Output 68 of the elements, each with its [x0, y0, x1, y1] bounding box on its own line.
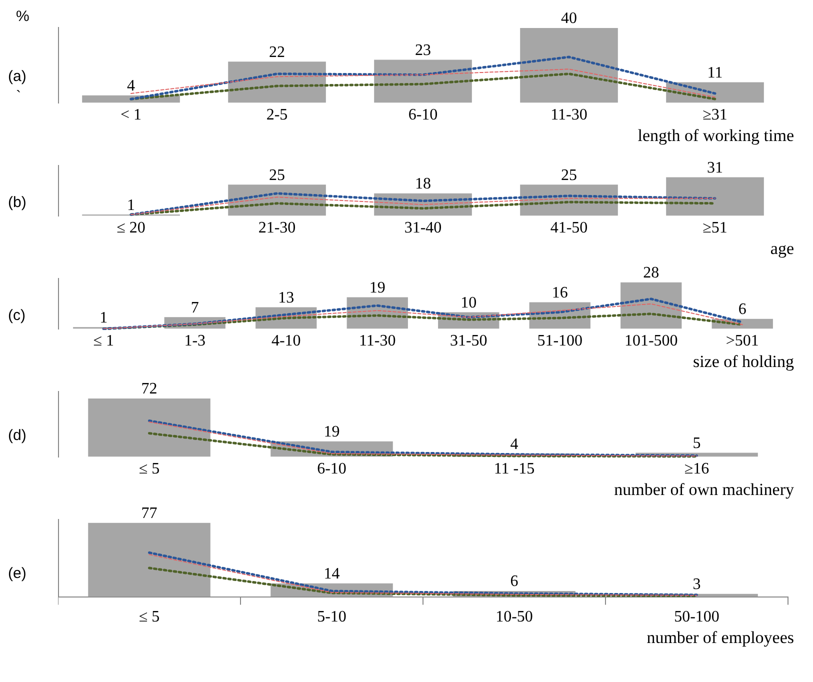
- data-label: 13: [278, 289, 294, 306]
- y-axis-title: (e): [8, 565, 26, 582]
- data-label: 22: [269, 44, 285, 61]
- data-label: 6: [738, 301, 746, 318]
- x-tick-label: < 1: [120, 106, 142, 124]
- data-label: 25: [561, 166, 577, 184]
- y-axis-title: (a): [8, 68, 26, 85]
- x-tick-label: 5-10: [317, 608, 346, 626]
- bar: [666, 177, 764, 216]
- data-label: 11: [707, 64, 723, 82]
- data-label: 19: [369, 279, 386, 296]
- x-tick-label: 51-100: [537, 332, 583, 350]
- data-label: 16: [552, 284, 568, 302]
- data-label: 6: [510, 573, 518, 590]
- data-label: 3: [692, 576, 701, 594]
- data-label: 4: [510, 436, 518, 453]
- data-label: 14: [324, 566, 340, 583]
- bar: [88, 398, 210, 457]
- y-axis-title: (b): [8, 194, 26, 210]
- x-tick-label: ≤ 5: [138, 460, 160, 478]
- data-label: 7: [190, 299, 199, 316]
- data-label: 18: [415, 176, 431, 193]
- x-tick-label: ≤ 20: [116, 220, 146, 237]
- x-tick-label: 11-30: [550, 106, 588, 124]
- data-label: 31: [707, 159, 723, 176]
- x-tick-label: ≤ 5: [138, 608, 160, 626]
- text: %: [16, 8, 30, 25]
- x-tick-label: 11 -15: [494, 460, 535, 478]
- x-tick-label: 6-10: [408, 106, 438, 124]
- y-axis-title: (c): [8, 306, 26, 324]
- data-label: 1: [100, 309, 108, 326]
- x-tick-label: 10-50: [496, 608, 533, 626]
- x-tick-label: 2-5: [266, 106, 288, 124]
- data-label: 28: [643, 264, 660, 282]
- data-label: 5: [692, 434, 701, 452]
- data-label: 19: [324, 424, 340, 441]
- x-tick-label: 11-30: [359, 332, 396, 350]
- x-tick-label: 1-3: [184, 332, 206, 350]
- x-axis-title: length of working time: [636, 126, 795, 146]
- x-tick-label: 4-10: [271, 332, 301, 350]
- x-tick-label: 31-40: [404, 220, 442, 237]
- y-axis-title: (d): [8, 427, 26, 444]
- bar: [88, 522, 210, 597]
- x-tick-label: 41-50: [550, 220, 588, 237]
- x-axis-title: number of employees: [646, 628, 795, 648]
- data-label: 4: [127, 78, 135, 95]
- x-axis-title: age: [769, 239, 795, 259]
- data-label: 40: [561, 10, 577, 28]
- x-tick-label: >501: [726, 332, 759, 350]
- x-tick-label: 21-30: [258, 220, 296, 237]
- x-tick-label: ≥31: [702, 106, 728, 124]
- data-label: 23: [415, 42, 431, 59]
- x-tick-label: ≤ 1: [93, 332, 114, 350]
- data-label: 72: [141, 380, 158, 398]
- text: `: [16, 88, 21, 105]
- x-tick-label: ≥51: [702, 220, 728, 237]
- x-tick-label: 6-10: [317, 460, 346, 478]
- data-label: 10: [460, 294, 477, 312]
- x-tick-label: 101-500: [624, 332, 678, 350]
- x-axis-title: size of holding: [692, 352, 795, 372]
- data-label: 25: [269, 166, 285, 184]
- bar: [520, 28, 618, 103]
- x-tick-label: 31-50: [450, 332, 488, 350]
- x-tick-label: 50-100: [674, 608, 720, 626]
- x-tick-label: ≥16: [684, 460, 710, 478]
- data-label: 1: [127, 196, 135, 214]
- x-axis-title: number of own machinery: [613, 480, 795, 500]
- data-label: 77: [141, 505, 158, 522]
